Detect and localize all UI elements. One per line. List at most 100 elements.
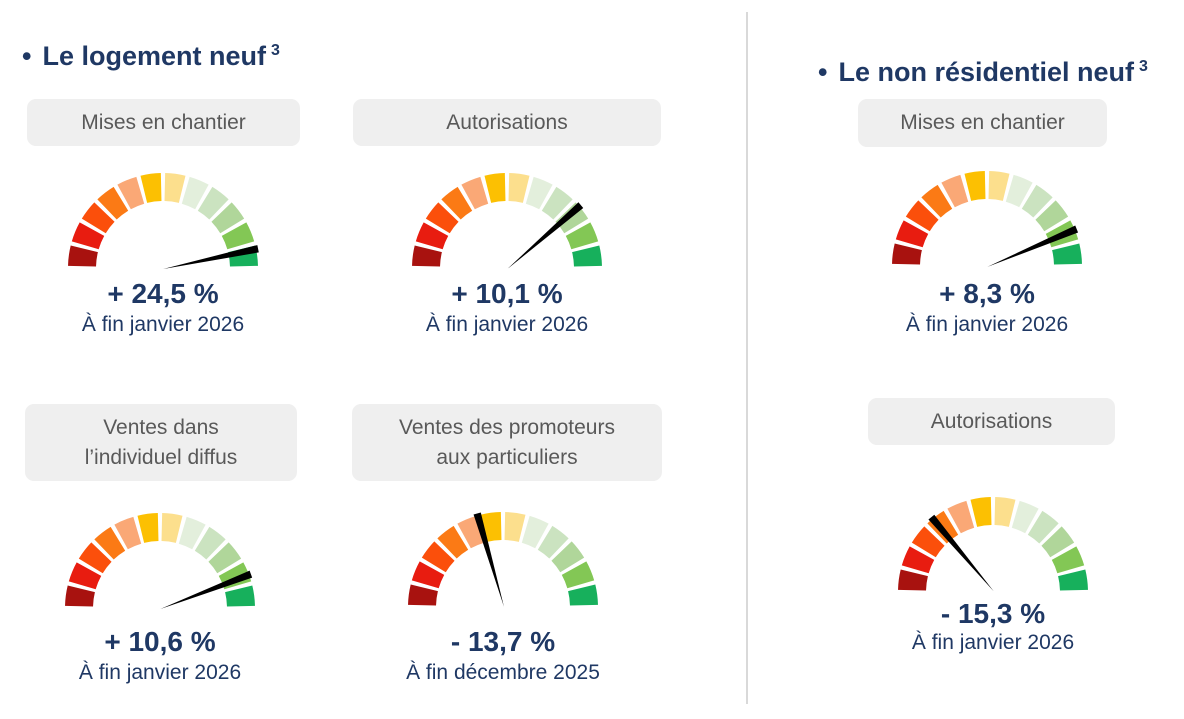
gauge-segment [1021, 184, 1053, 218]
indicator-label-ventes-promoteurs: Ventes des promoteurs aux particuliers [352, 404, 662, 481]
gauge-logement-mises-en-chantier [68, 173, 259, 269]
gauge-segment [905, 200, 939, 232]
gauge-segment [211, 202, 245, 234]
section-title-text: Le non résidentiel neuf [838, 57, 1134, 87]
gauge-nonres-autorisations [898, 497, 1088, 592]
gauge-segment [572, 245, 602, 267]
gauge-segment [1052, 243, 1082, 265]
gauge-segment [504, 512, 526, 542]
footnote-ref: 3 [1139, 58, 1148, 75]
gauge-segment [421, 541, 455, 573]
gauge-segment [1011, 500, 1039, 534]
gauge-needle [473, 512, 504, 607]
gauge-segment [94, 526, 126, 560]
gauge-value: - 15,3 % [940, 598, 1046, 629]
gauge-segment [164, 173, 186, 203]
gauge-logement-autorisations [412, 173, 602, 269]
gauge-segment [137, 513, 159, 543]
gauge-segment [411, 561, 445, 589]
gauge-segment [412, 245, 442, 267]
gauge-date: À fin janvier 2026 [905, 313, 1069, 336]
gauge-segment [565, 222, 599, 250]
gauge-segment [415, 222, 449, 250]
gauge-segment [178, 516, 206, 550]
gauge-segment [161, 513, 183, 543]
gauge-segment [1051, 546, 1085, 574]
gauge-segment [117, 176, 145, 210]
gauge-value: + 10,1 % [451, 278, 563, 309]
indicator-label-nonres-mises-en-chantier: Mises en chantier [858, 99, 1107, 147]
gauge-segment [225, 585, 255, 607]
indicator-label-line: Mises en chantier [900, 111, 1065, 135]
gauge-segment [1041, 526, 1075, 558]
gauge-segment [437, 525, 469, 559]
gauge-segment [895, 220, 929, 248]
bullet-icon: • [22, 41, 32, 71]
gauge-segment [194, 526, 226, 560]
gauge-segment [78, 542, 112, 574]
gauge-segment [114, 516, 142, 550]
indicator-label-nonres-autorisations: Autorisations [868, 398, 1115, 445]
gauge-segment [71, 222, 105, 250]
gauge-segment [941, 174, 969, 208]
indicator-label-line: Mises en chantier [81, 110, 246, 134]
gauge-value: + 8,3 % [939, 278, 1035, 309]
gauge-segment [1005, 174, 1033, 208]
gauge-value: + 10,6 % [104, 626, 216, 657]
gauge-value: - 13,7 % [450, 626, 556, 657]
gauge-segment [994, 497, 1016, 527]
gauge-segment [197, 186, 229, 220]
gauge-segment [551, 541, 585, 573]
indicator-label-line: aux particuliers [436, 445, 578, 469]
gauge-segment [221, 222, 255, 250]
gauge-date: À fin décembre 2025 [406, 661, 600, 684]
gauge-segment [1058, 569, 1088, 591]
gauge-segment [425, 202, 459, 234]
section-title-text: Le logement neuf [42, 41, 266, 71]
gauge-segment [68, 245, 98, 267]
indicator-label-line: Ventes des promoteurs [399, 415, 615, 439]
gauge-segment [408, 584, 438, 606]
gauge-segment [911, 526, 945, 558]
section-title-logement-neuf: • Le logement neuf 3 [22, 41, 280, 72]
gauge-date: À fin janvier 2026 [425, 313, 589, 336]
gauge-needle [507, 202, 584, 269]
gauge-segment [964, 171, 986, 201]
gauge-segment [568, 584, 598, 606]
gauge-value: + 24,5 % [107, 278, 219, 309]
section-title-non-residentiel-neuf: • Le non résidentiel neuf 3 [818, 57, 1148, 88]
gauge-segment [97, 186, 129, 220]
gauge-date: À fin janvier 2026 [911, 631, 1075, 654]
gauge-segment [208, 542, 242, 574]
gauge-nonres-mises-en-chantier [892, 171, 1082, 267]
gauge-needle [928, 514, 994, 592]
gauge-segment [508, 173, 530, 203]
indicator-label-logement-autorisations: Autorisations [353, 99, 661, 146]
indicator-label-line: Autorisations [930, 409, 1053, 433]
indicator-label-line: Autorisations [446, 110, 568, 134]
gauge-segment [1035, 200, 1069, 232]
bullet-icon: • [818, 57, 828, 87]
gauge-needle [163, 245, 259, 269]
gauge-segment [947, 500, 975, 534]
gauge-segment [901, 546, 935, 574]
gauge-segment [537, 525, 569, 559]
gauge-segment [561, 561, 595, 589]
gauge-segment [921, 184, 953, 218]
gauge-segment [525, 176, 553, 210]
gauge-segment [140, 173, 162, 203]
indicator-label-ventes-individuel-diffus: Ventes dans l’individuel diffus [25, 404, 297, 481]
indicator-label-logement-mises-en-chantier: Mises en chantier [27, 99, 300, 146]
gauge-segment [441, 186, 473, 220]
gauge-date: À fin janvier 2026 [78, 661, 242, 684]
gauge-needle [987, 225, 1079, 267]
gauge-segment [81, 202, 115, 234]
gauge-segment [181, 176, 209, 210]
gauge-segment [970, 497, 992, 527]
gauge-ventes-promoteurs [408, 512, 598, 607]
section-divider [746, 12, 748, 704]
gauge-segment [461, 176, 489, 210]
gauge-segment [541, 186, 573, 220]
gauge-segment [892, 243, 922, 265]
